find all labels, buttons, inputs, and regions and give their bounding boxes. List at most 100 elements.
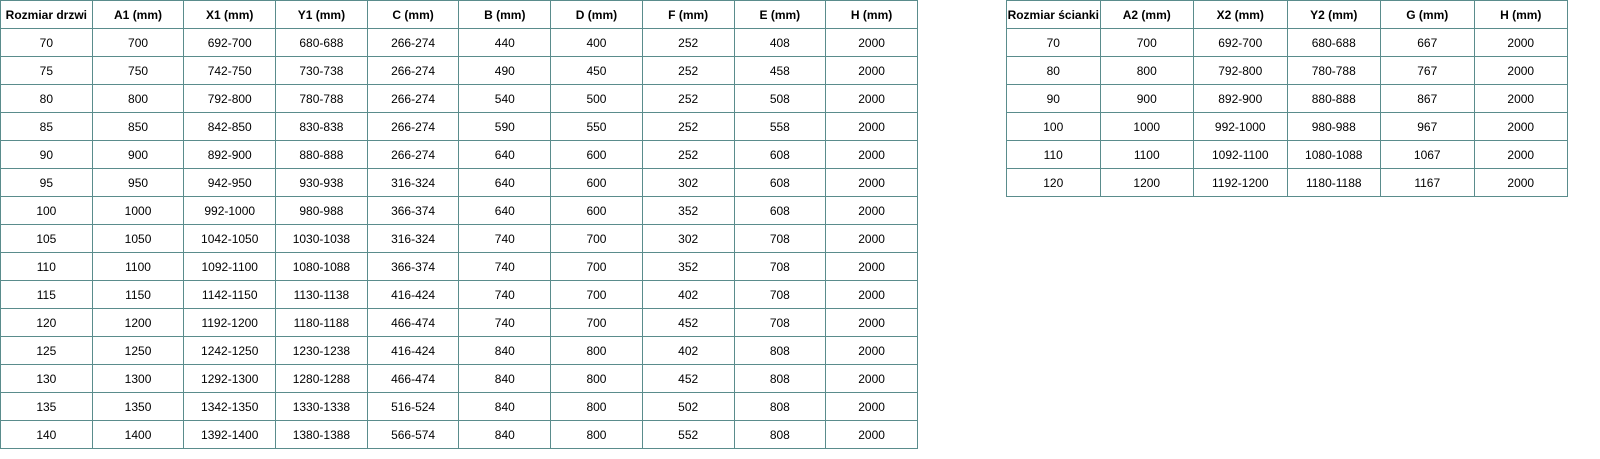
table-cell: 2000: [1473, 112, 1568, 141]
table-cell: 950: [91, 168, 185, 197]
table-cell: 252: [641, 140, 735, 169]
table-cell: 452: [641, 308, 735, 337]
table-cell: 700: [550, 224, 643, 253]
table-cell: 667: [1380, 28, 1475, 57]
table-cell: 730-738: [275, 56, 368, 85]
table-cell: 892-900: [183, 140, 277, 169]
table-cell: 1080-1088: [275, 252, 368, 281]
table-cell: 608: [733, 140, 827, 169]
table-cell: 120: [0, 308, 93, 337]
table-cell: 1300: [91, 364, 185, 393]
table-cell: 1350: [91, 392, 185, 421]
table-cell: 1242-1250: [183, 336, 277, 365]
table-cell: 792-800: [183, 84, 277, 113]
table-cell: 2000: [825, 336, 918, 365]
column-header: A1 (mm): [91, 0, 185, 29]
table-cell: 408: [733, 28, 827, 57]
table-row: 110 1100 1092-1100 1080-1088 1067 2000: [1006, 140, 1568, 169]
table-cell: 900: [1099, 84, 1194, 113]
table-cell: 600: [550, 140, 643, 169]
table-cell: 880-888: [275, 140, 368, 169]
table-cell: 2000: [825, 392, 918, 421]
table-cell: 266-274: [366, 28, 460, 57]
table-cell: 2000: [825, 196, 918, 225]
table-cell: 1230-1238: [275, 336, 368, 365]
table-cell: 366-374: [366, 252, 460, 281]
table-row: 110 1100 1092-1100 1080-1088 366-374 740 700 35…: [0, 252, 918, 281]
table-cell: 942-950: [183, 168, 277, 197]
table-cell: 266-274: [366, 84, 460, 113]
table-cell: 1392-1400: [183, 420, 277, 449]
table-cell: 2000: [1473, 56, 1568, 85]
table-cell: 125: [0, 336, 93, 365]
table-cell: 1100: [1099, 140, 1194, 169]
wall-size-table: Rozmiar ścianki A2 (mm) X2 (mm) Y2 (mm) G (m…: [1006, 0, 1568, 197]
table-cell: 466-474: [366, 308, 460, 337]
table-cell: 740: [458, 252, 552, 281]
table-cell: 1200: [91, 308, 185, 337]
column-header: H (mm): [1473, 0, 1568, 29]
table-cell: 110: [1006, 140, 1101, 169]
table-cell: 800: [550, 392, 643, 421]
table-cell: 1292-1300: [183, 364, 277, 393]
table-cell: 800: [550, 336, 643, 365]
table-cell: 110: [0, 252, 93, 281]
table-cell: 880-888: [1286, 84, 1381, 113]
table-cell: 1330-1338: [275, 392, 368, 421]
table-row: 100 1000 992-1000 980-988 967 2000: [1006, 112, 1568, 141]
table-row: 80 800 792-800 780-788 266-274 540 500 252 508 20…: [0, 84, 918, 113]
table-cell: 416-424: [366, 280, 460, 309]
table-cell: 750: [91, 56, 185, 85]
table-row: 70 700 692-700 680-688 266-274 440 400 252 408 20…: [0, 28, 918, 57]
table-row: 80 800 792-800 780-788 767 2000: [1006, 56, 1568, 85]
table-cell: 2000: [825, 224, 918, 253]
table-cell: 808: [733, 392, 827, 421]
table-cell: 780-788: [1286, 56, 1381, 85]
table-cell: 640: [458, 196, 552, 225]
table-cell: 600: [550, 196, 643, 225]
column-header: Rozmiar drzwi: [0, 0, 93, 29]
table-cell: 316-324: [366, 224, 460, 253]
table-cell: 1200: [1099, 168, 1194, 197]
table-cell: 892-900: [1193, 84, 1288, 113]
table-cell: 930-938: [275, 168, 368, 197]
table-cell: 402: [641, 280, 735, 309]
table-row: 135 1350 1342-1350 1330-1338 516-524 840 800 50…: [0, 392, 918, 421]
table-cell: 302: [641, 168, 735, 197]
table-cell: 502: [641, 392, 735, 421]
table-cell: 2000: [825, 112, 918, 141]
table-cell: 316-324: [366, 168, 460, 197]
table-cell: 252: [641, 56, 735, 85]
table-cell: 808: [733, 336, 827, 365]
table-cell: 840: [458, 420, 552, 449]
column-header: B (mm): [458, 0, 552, 29]
table-cell: 266-274: [366, 56, 460, 85]
table-cell: 90: [0, 140, 93, 169]
table-cell: 115: [0, 280, 93, 309]
table-cell: 252: [641, 28, 735, 57]
table-cell: 2000: [825, 252, 918, 281]
table-cell: 1150: [91, 280, 185, 309]
table-cell: 840: [458, 336, 552, 365]
table-cell: 708: [733, 280, 827, 309]
table-cell: 680-688: [275, 28, 368, 57]
table-row: 130 1300 1292-1300 1280-1288 466-474 840 800 45…: [0, 364, 918, 393]
table-row: 85 850 842-850 830-838 266-274 590 550 252 558 20…: [0, 112, 918, 141]
table-cell: 450: [550, 56, 643, 85]
table-cell: 1130-1138: [275, 280, 368, 309]
table-cell: 85: [0, 112, 93, 141]
table-cell: 70: [1006, 28, 1101, 57]
table-cell: 1280-1288: [275, 364, 368, 393]
table-cell: 1050: [91, 224, 185, 253]
table-row: 90 900 892-900 880-888 266-274 640 600 252 608 20…: [0, 140, 918, 169]
table-cell: 2000: [1473, 28, 1568, 57]
table-cell: 1250: [91, 336, 185, 365]
table-cell: 767: [1380, 56, 1475, 85]
table-cell: 90: [1006, 84, 1101, 113]
table-cell: 1192-1200: [1193, 168, 1288, 197]
table-cell: 992-1000: [1193, 112, 1288, 141]
table-cell: 2000: [1473, 168, 1568, 197]
table-cell: 680-688: [1286, 28, 1381, 57]
table-cell: 740: [458, 308, 552, 337]
table-cell: 100: [0, 196, 93, 225]
